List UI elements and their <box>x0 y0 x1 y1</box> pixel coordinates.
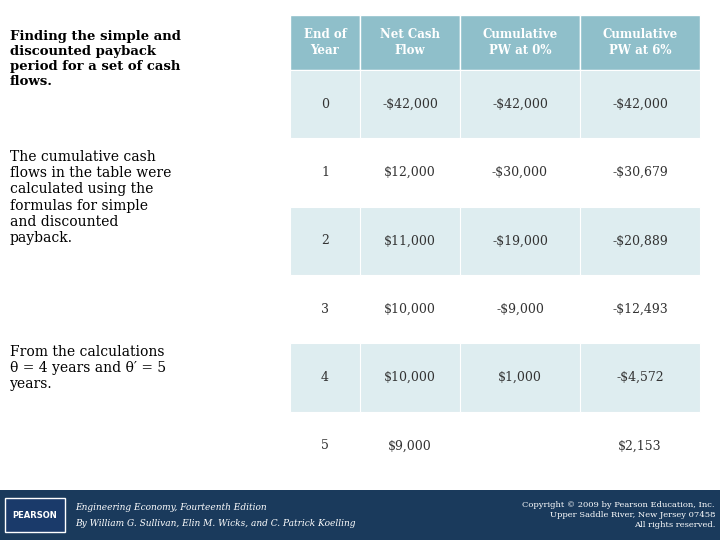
Text: 1: 1 <box>321 166 329 179</box>
Bar <box>580 275 700 343</box>
Bar <box>290 138 360 207</box>
Bar <box>580 138 700 207</box>
Bar <box>0 490 720 540</box>
Text: -$4,572: -$4,572 <box>616 371 664 384</box>
Bar <box>460 70 580 138</box>
Text: 3: 3 <box>321 302 329 316</box>
Text: All rights reserved.: All rights reserved. <box>634 521 715 529</box>
Bar <box>290 343 360 411</box>
Bar <box>580 411 700 480</box>
Text: 4: 4 <box>321 371 329 384</box>
Text: -$30,679: -$30,679 <box>612 166 668 179</box>
Bar <box>580 70 700 138</box>
Bar <box>360 343 460 411</box>
Bar <box>5 498 65 532</box>
Text: -$12,493: -$12,493 <box>612 302 668 316</box>
Bar <box>460 343 580 411</box>
Bar <box>290 275 360 343</box>
Text: Net Cash
Flow: Net Cash Flow <box>380 29 440 57</box>
Text: Upper Saddle River, New Jersey 07458: Upper Saddle River, New Jersey 07458 <box>549 511 715 519</box>
Bar <box>460 275 580 343</box>
Bar <box>360 411 460 480</box>
Bar <box>360 275 460 343</box>
Text: $2,153: $2,153 <box>618 440 662 453</box>
Bar <box>580 343 700 411</box>
Text: 0: 0 <box>321 98 329 111</box>
Text: $10,000: $10,000 <box>384 302 436 316</box>
Text: 2: 2 <box>321 234 329 247</box>
Text: -$19,000: -$19,000 <box>492 234 548 247</box>
Text: $12,000: $12,000 <box>384 166 436 179</box>
Text: Cumulative
PW at 0%: Cumulative PW at 0% <box>482 29 557 57</box>
Bar <box>460 411 580 480</box>
Bar <box>290 411 360 480</box>
Bar <box>460 138 580 207</box>
Text: Copyright © 2009 by Pearson Education, Inc.: Copyright © 2009 by Pearson Education, I… <box>523 501 715 509</box>
Bar <box>460 207 580 275</box>
Text: -$20,889: -$20,889 <box>612 234 668 247</box>
Text: By William G. Sullivan, Elin M. Wicks, and C. Patrick Koelling: By William G. Sullivan, Elin M. Wicks, a… <box>75 519 356 529</box>
Bar <box>290 15 360 70</box>
Bar <box>460 15 580 70</box>
Bar <box>360 207 460 275</box>
Text: $9,000: $9,000 <box>388 440 432 453</box>
Bar <box>290 207 360 275</box>
Text: $11,000: $11,000 <box>384 234 436 247</box>
Text: 5: 5 <box>321 440 329 453</box>
Text: Engineering Economy, Fourteenth Edition: Engineering Economy, Fourteenth Edition <box>75 503 266 512</box>
Bar <box>580 207 700 275</box>
Text: -$30,000: -$30,000 <box>492 166 548 179</box>
Bar <box>580 15 700 70</box>
Text: $1,000: $1,000 <box>498 371 542 384</box>
Text: Finding the simple and
discounted payback
period for a set of cash
flows.: Finding the simple and discounted paybac… <box>10 30 181 88</box>
Text: $10,000: $10,000 <box>384 371 436 384</box>
Text: From the calculations
θ = 4 years and θ′ = 5
years.: From the calculations θ = 4 years and θ′… <box>10 345 166 392</box>
Text: -$42,000: -$42,000 <box>612 98 668 111</box>
Bar <box>360 70 460 138</box>
Text: The cumulative cash
flows in the table were
calculated using the
formulas for si: The cumulative cash flows in the table w… <box>10 150 171 245</box>
Bar <box>290 70 360 138</box>
Text: End of
Year: End of Year <box>304 29 346 57</box>
Text: -$42,000: -$42,000 <box>382 98 438 111</box>
Bar <box>360 15 460 70</box>
Text: -$9,000: -$9,000 <box>496 302 544 316</box>
Text: Cumulative
PW at 6%: Cumulative PW at 6% <box>603 29 678 57</box>
Text: -$42,000: -$42,000 <box>492 98 548 111</box>
Bar <box>360 138 460 207</box>
Text: PEARSON: PEARSON <box>13 510 58 519</box>
